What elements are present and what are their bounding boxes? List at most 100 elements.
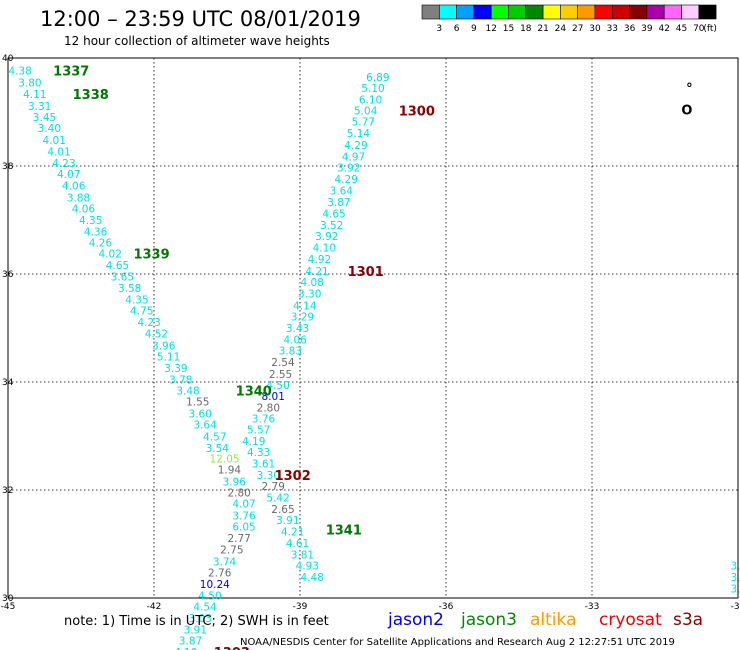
data-point-label: 4.19	[242, 436, 265, 448]
track-annotation: 1341	[326, 523, 362, 538]
data-point-label: 3.	[731, 572, 740, 584]
data-point-label: 4.06	[283, 334, 307, 346]
legend-swatch	[456, 4, 475, 20]
data-point-label: 4.11	[23, 89, 46, 101]
data-point-label: 4.50	[266, 380, 289, 392]
data-point-label: 3.64	[193, 420, 217, 432]
legend-swatch	[698, 4, 717, 20]
legend-tick-label: 18	[520, 24, 532, 34]
data-point-label: 2.76	[208, 568, 232, 580]
legend-tick-label: 36	[624, 24, 636, 34]
data-point-label: 2.75	[220, 544, 243, 556]
data-point-label: 3.96	[223, 476, 247, 488]
legend-swatch	[525, 4, 544, 20]
data-point-label: 3.81	[291, 549, 314, 561]
data-point-label: 3.87	[179, 636, 202, 648]
legend-swatch	[560, 4, 579, 20]
data-point-label: 4.23	[52, 158, 75, 170]
satellite-legend: jason2 jason3 altika cryosat s3a	[387, 610, 703, 630]
legend-tick-label: 30	[589, 24, 601, 34]
data-point-label: 4.52	[145, 328, 168, 340]
data-point-label: 4.93	[296, 561, 319, 573]
y-tick-label: 36	[2, 270, 14, 280]
data-point-label: 10.24	[200, 579, 230, 591]
data-point-label: 1.55	[186, 396, 209, 408]
x-tick-label: -36	[439, 602, 454, 612]
legend-swatch	[681, 4, 700, 20]
data-point-label: 3.91	[276, 515, 299, 527]
data-point-label: 3.91	[184, 624, 207, 636]
track-annotation: 1300	[399, 104, 435, 119]
x-tick-label: -30	[731, 602, 740, 612]
legend-swatch	[577, 4, 596, 20]
data-point-label: 4.97	[342, 151, 365, 163]
data-point-label: 3.30	[257, 470, 280, 482]
data-point-label: 4.21	[281, 527, 304, 539]
track-annotation: O	[681, 103, 692, 118]
data-point-label: 4.75	[130, 306, 153, 318]
track-annotation: 1302	[275, 469, 311, 484]
data-point-label: 4.38	[8, 65, 31, 77]
legend-swatch	[663, 4, 682, 20]
data-point-label: 4.57	[203, 432, 226, 444]
data-point-label: 4.06	[62, 180, 86, 192]
plot-frame	[7, 57, 739, 599]
data-point-label: 4.08	[300, 277, 323, 289]
data-point-label: 4.29	[344, 140, 367, 152]
data-point-label: 2.80	[227, 488, 250, 500]
legend-tick-label: 9	[471, 24, 477, 34]
data-point-label: 4.10	[313, 243, 336, 255]
data-point-label: 4.01	[43, 135, 66, 147]
legend-swatch	[629, 4, 648, 20]
data-point-label: 5.11	[157, 352, 180, 364]
track-annotation: 1339	[133, 247, 169, 262]
data-point-label: 3.45	[33, 112, 56, 124]
data-point-label: 3.61	[252, 459, 275, 471]
track-annotation: 1338	[73, 88, 109, 103]
legend-tick-label: 12	[485, 24, 496, 34]
data-point-label: 5.77	[352, 117, 375, 129]
legend-swatch	[490, 4, 509, 20]
data-point-label: 3.43	[286, 323, 309, 335]
page-title: 12:00 – 23:59 UTC 08/01/2019	[40, 7, 361, 31]
footer-credit: NOAA/NESDIS Center for Satellite Applica…	[240, 637, 675, 648]
data-point-label: 3.78	[169, 374, 192, 386]
data-point-label: 3.31	[28, 101, 51, 113]
data-point-label: 4.02	[99, 248, 122, 260]
legend-tick-label: 15	[503, 24, 514, 34]
legend-swatch	[542, 4, 561, 20]
data-point-label: 4.33	[247, 447, 270, 459]
legend-swatch	[508, 4, 527, 20]
data-point-label: 3.29	[291, 312, 314, 324]
data-point-label: 2.55	[269, 369, 292, 381]
track-annotation: 1337	[53, 64, 89, 79]
y-tick-label: 34	[2, 378, 14, 388]
legend-tick-label: 33	[607, 24, 618, 34]
data-point-label: 2.65	[271, 504, 294, 516]
data-point-label: 4.06	[72, 204, 96, 216]
x-tick-label: -39	[293, 602, 308, 612]
legend-tick-label: 6	[454, 24, 460, 34]
data-point-label: 4.10	[174, 647, 197, 650]
data-point-label: 3.39	[164, 363, 187, 375]
data-point-label: 4.65	[106, 260, 129, 272]
data-point-label: 4.36	[84, 226, 108, 238]
y-tick-label: 40	[2, 54, 14, 64]
data-point-label: 4.14	[293, 300, 317, 312]
legend-tick-label: 3	[436, 24, 442, 34]
satellite-name: jason2	[387, 610, 444, 630]
data-point-label: 3.88	[67, 192, 90, 204]
data-point-label: 2.80	[257, 402, 280, 414]
y-tick-label: 38	[2, 162, 14, 172]
x-tick-label: -42	[147, 602, 162, 612]
track-annotation: 1340	[236, 385, 272, 400]
y-tick-label: 32	[2, 486, 13, 496]
satellite-name: jason3	[460, 610, 517, 630]
data-point-label: 4.07	[232, 499, 255, 511]
data-point-label: 6.10	[359, 95, 382, 107]
data-point-label: 3.48	[176, 386, 199, 398]
data-point-label: 3.	[731, 561, 740, 573]
legend-swatch	[473, 4, 492, 20]
data-point-label: 4.50	[198, 590, 221, 602]
data-point-label: 12.05	[210, 454, 240, 466]
